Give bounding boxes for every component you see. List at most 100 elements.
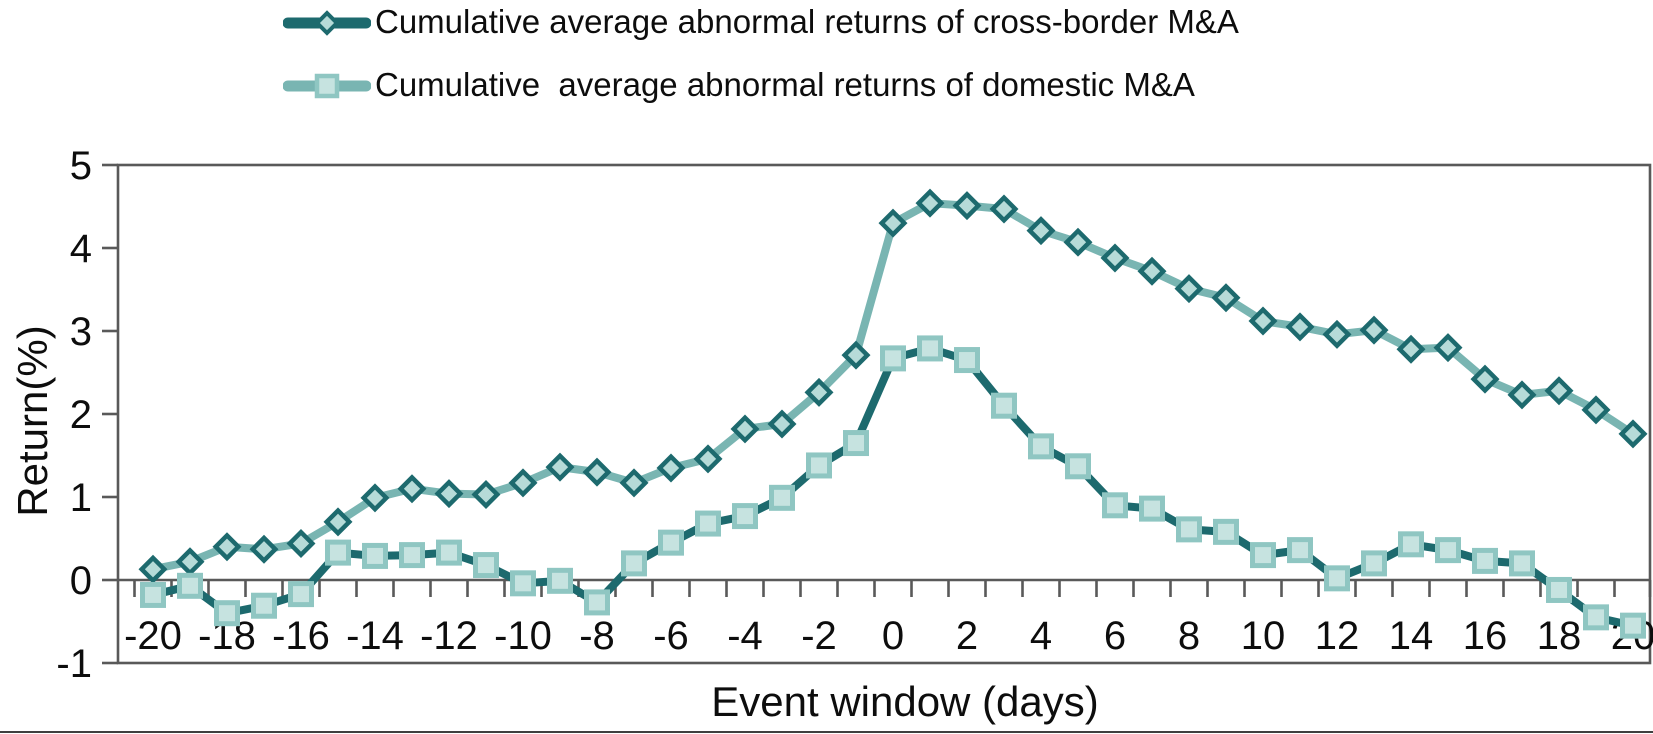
x-axis-tick-label: 4: [1030, 614, 1052, 658]
data-point-diamond-marker: [1063, 227, 1093, 257]
data-point-diamond-marker: [1396, 334, 1426, 364]
legend-swatch-svg: [282, 73, 372, 99]
data-point-diamond-marker: [545, 452, 575, 482]
data-point-square-marker: [1620, 612, 1646, 639]
data-point-diamond-marker: [1137, 256, 1167, 286]
legend-square-marker-icon: [314, 73, 340, 99]
data-point-diamond-marker: [1100, 243, 1130, 273]
x-axis-tick-label: 18: [1537, 614, 1582, 658]
y-axis-tick-label: 1: [70, 476, 92, 520]
data-point-diamond-marker: [1174, 274, 1204, 304]
data-point-diamond-marker: [508, 468, 538, 498]
x-axis-tick-label: 12: [1315, 614, 1360, 658]
data-point-square-marker: [917, 335, 943, 362]
x-axis-tick-label: -2: [801, 614, 837, 658]
data-point-square-marker: [1546, 576, 1572, 603]
data-point-diamond-marker: [693, 444, 723, 474]
x-axis-tick-label: -4: [727, 614, 763, 658]
y-axis-tick-label: -1: [56, 642, 92, 686]
data-point-diamond-marker: [952, 191, 982, 221]
data-point-diamond-marker: [360, 483, 390, 513]
data-point-square-marker: [991, 392, 1017, 419]
data-point-square-marker: [880, 345, 906, 372]
data-point-diamond-marker: [619, 468, 649, 498]
data-point-square-marker: [1028, 433, 1054, 460]
y-axis-tick-label: 3: [70, 310, 92, 354]
data-point-diamond-marker: [1322, 319, 1352, 349]
y-axis-title: Return(%): [9, 325, 56, 517]
legend-swatch-svg: [282, 10, 372, 36]
data-point-diamond-marker: [1359, 315, 1389, 345]
x-axis-tick-label: -20: [124, 614, 182, 658]
series-cross-border-line: [149, 199, 1637, 574]
y-axis-tick-label: 4: [70, 227, 92, 271]
data-point-diamond-marker: [915, 188, 945, 218]
data-point-square-marker: [1361, 550, 1387, 577]
data-point-diamond-marker: [1433, 333, 1463, 363]
data-point-diamond-marker: [471, 480, 501, 510]
legend-label-cross-border: Cumulative average abnormal returns of c…: [375, 3, 1239, 40]
data-point-square-marker: [1583, 604, 1609, 631]
data-point-square-marker: [251, 592, 277, 619]
x-axis-tick-label: -12: [420, 614, 478, 658]
data-point-square-marker: [1435, 537, 1461, 564]
x-axis-tick-label: 10: [1241, 614, 1286, 658]
x-axis: -20 -18 -16 -14 -12 -10 -8 -6 -4 -2 0 2 4 6 8 10 12 14 16 1…: [118, 578, 1653, 658]
data-point-diamond-marker: [582, 457, 612, 487]
data-point-diamond-marker: [878, 208, 908, 238]
data-point-diamond-marker: [989, 194, 1019, 224]
data-point-square-marker: [769, 484, 795, 511]
data-point-diamond-marker: [175, 547, 205, 577]
data-point-square-marker: [1102, 492, 1128, 519]
data-point-diamond-marker: [1026, 216, 1056, 246]
data-point-square-marker: [584, 589, 610, 616]
data-point-square-marker: [1176, 516, 1202, 543]
x-axis-tick-label: 0: [882, 614, 904, 658]
data-point-square-marker: [399, 542, 425, 569]
data-point-square-marker: [140, 581, 166, 608]
data-point-diamond-marker: [212, 532, 242, 562]
legend-item-cross-border: Cumulative average abnormal returns of c…: [282, 0, 1239, 44]
data-point-square-marker: [732, 503, 758, 530]
legend-diamond-line-swatch-icon: [282, 2, 372, 42]
series-domestic: [140, 335, 1646, 639]
data-point-square-marker: [1139, 495, 1165, 522]
data-point-diamond-marker: [1581, 395, 1611, 425]
y-axis-tick-label: 5: [70, 144, 92, 188]
data-point-square-marker: [1472, 547, 1498, 574]
data-point-diamond-marker: [1470, 364, 1500, 394]
data-point-square-marker: [1213, 518, 1239, 545]
data-point-diamond-marker: [249, 534, 279, 564]
data-point-square-marker: [1509, 550, 1535, 577]
data-point-diamond-marker: [1285, 312, 1315, 342]
data-point-square-marker: [214, 600, 240, 627]
data-point-square-marker: [288, 581, 314, 608]
y-axis-tick-label: 0: [70, 559, 92, 603]
x-axis-tick-label: -16: [272, 614, 330, 658]
data-point-diamond-marker: [730, 414, 760, 444]
data-point-square-marker: [1250, 542, 1276, 569]
data-point-diamond-marker: [397, 474, 427, 504]
x-axis-tick-label: -10: [494, 614, 552, 658]
data-point-diamond-marker: [841, 340, 871, 370]
data-point-diamond-marker: [286, 528, 316, 558]
data-point-square-marker: [473, 552, 499, 579]
data-point-square-marker: [954, 347, 980, 374]
plot-frame: [116, 163, 1652, 665]
data-point-square-marker: [658, 529, 684, 556]
data-point-square-marker: [1398, 531, 1424, 558]
data-point-diamond-marker: [767, 409, 797, 439]
data-point-square-marker: [436, 539, 462, 566]
data-point-diamond-marker: [1618, 419, 1648, 449]
figure-bottom-rule: [0, 731, 1653, 733]
x-axis-tick-label: 2: [956, 614, 978, 658]
data-point-square-marker: [177, 572, 203, 599]
data-point-diamond-marker: [323, 507, 353, 537]
legend-diamond-marker-icon: [314, 10, 340, 36]
legend-label-domestic: Cumulative average abnormal returns of d…: [375, 66, 1195, 103]
data-point-square-marker: [1065, 453, 1091, 480]
x-axis-tick-label: -6: [653, 614, 689, 658]
data-point-diamond-marker: [804, 377, 834, 407]
x-axis-title: Event window (days): [711, 678, 1099, 725]
